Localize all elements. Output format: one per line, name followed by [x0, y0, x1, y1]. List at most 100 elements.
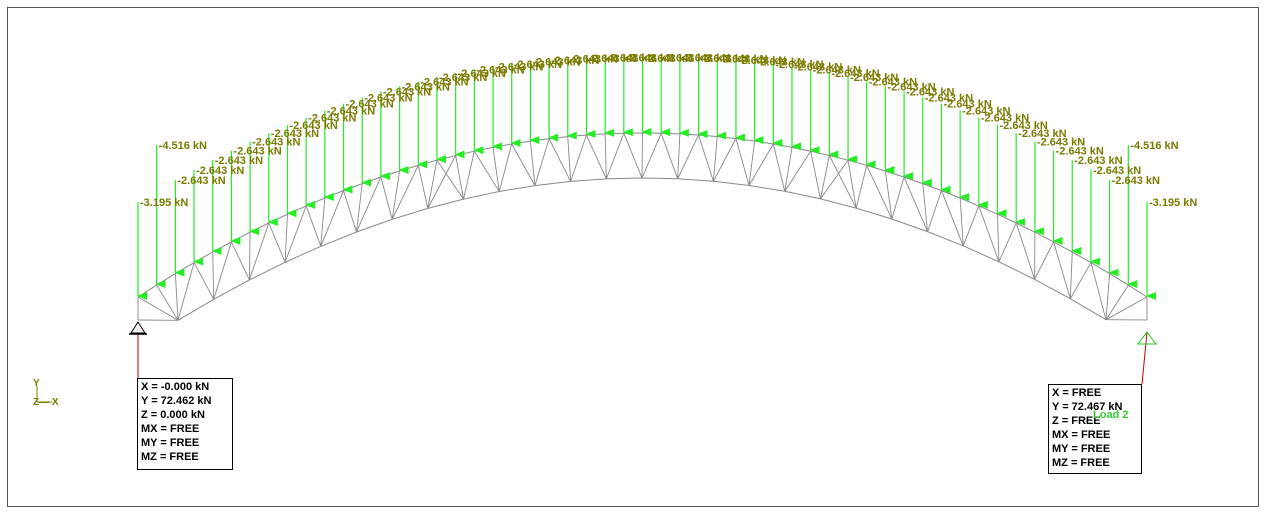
axis-triad — [36, 386, 52, 403]
load-label: -2.643 kN — [476, 65, 524, 77]
truss-diagonal — [511, 143, 536, 186]
truss-diagonal — [941, 190, 964, 247]
truss-diagonal — [320, 190, 344, 247]
truss-vertical — [320, 197, 326, 247]
truss-diagonal — [356, 176, 382, 233]
load-label: -3.195 kN — [140, 197, 188, 209]
load-label: -2.643 kN — [177, 175, 225, 187]
load-label: -2.643 kN — [1056, 146, 1104, 158]
truss-diagonal — [866, 165, 893, 220]
load-label: -2.643 kN — [981, 113, 1029, 125]
load-arrows — [137, 57, 1156, 300]
truss-diagonal — [641, 133, 662, 179]
truss-diagonal — [193, 262, 215, 300]
truss-vertical — [604, 133, 607, 179]
pin-support-left — [130, 321, 146, 334]
truss-diagonal — [828, 155, 857, 209]
reaction-box-left: X = -0.000 kN Y = 72.462 kN Z = 0.000 kN… — [137, 378, 233, 470]
reaction-right-y: Y = 72.467 kN — [1052, 401, 1123, 413]
truss-diagonal — [927, 190, 942, 232]
truss-diagonal — [712, 138, 737, 182]
load-label: -2.643 kN — [196, 165, 244, 177]
truss-vertical — [784, 147, 793, 192]
truss-vertical — [1105, 273, 1111, 320]
truss-diagonal — [978, 205, 1000, 262]
truss-diagonal — [156, 284, 179, 321]
load-label: -2.643 kN — [1074, 155, 1122, 167]
load-label: -2.643 kN — [551, 55, 599, 67]
truss-vertical — [997, 214, 1000, 262]
load-label: -2.643 kN — [626, 52, 674, 64]
load-label: -2.643 kN — [327, 105, 375, 117]
truss-diagonal — [305, 205, 322, 247]
truss-vertical — [284, 214, 288, 263]
truss-vertical — [712, 136, 718, 182]
truss-diagonal — [855, 165, 868, 209]
truss-diagonal — [380, 176, 393, 220]
reaction-right-mx: MX = FREE — [1052, 429, 1111, 441]
truss-vertical — [356, 183, 363, 233]
truss-diagonal — [343, 190, 357, 233]
end-diagonal-left — [137, 296, 179, 321]
load-label: -2.643 kN — [887, 81, 935, 93]
truss-diagonal — [586, 134, 607, 180]
truss-diagonal — [498, 143, 513, 192]
load-label: -2.643 kN — [719, 54, 767, 66]
reaction-left-my: MY = FREE — [141, 437, 200, 449]
load-label: -2.643 kN — [645, 53, 693, 65]
truss-vertical — [455, 155, 464, 200]
truss-vertical — [529, 141, 536, 186]
load-label: -2.643 kN — [570, 54, 618, 66]
reaction-right-z: Z = FREE — [1052, 415, 1101, 427]
truss-vertical — [641, 132, 643, 179]
truss-diagonal — [784, 150, 812, 192]
load-label: -2.643 kN — [252, 137, 300, 149]
load-label: -2.643 kN — [346, 99, 394, 111]
load-label: -2.643 kN — [682, 52, 730, 64]
load-label: -2.643 kN — [588, 53, 636, 65]
truss-vertical — [174, 273, 179, 321]
truss-diagonal — [231, 241, 250, 281]
truss-diagonal — [248, 222, 270, 281]
truss-vertical — [212, 251, 215, 300]
load-label: -4.516 kN — [159, 140, 207, 152]
truss-diagonal — [810, 151, 821, 199]
truss-diagonal — [820, 159, 849, 200]
load-label: -2.643 kN — [775, 59, 823, 71]
load-label: -2.643 kN — [532, 57, 580, 69]
truss-diagonal — [1015, 222, 1036, 280]
load-label: -2.643 kN — [233, 146, 281, 158]
load-label: -2.643 kN — [1000, 120, 1048, 132]
truss-vertical — [959, 197, 964, 246]
truss-vertical — [847, 160, 857, 209]
truss-diagonal — [623, 133, 643, 179]
load-label: -2.643 kN — [383, 87, 431, 99]
load-label: -2.643 kN — [1112, 175, 1160, 187]
end-diagonal-right — [1105, 296, 1148, 321]
load-label: -2.643 kN — [850, 72, 898, 84]
supports — [129, 321, 1157, 345]
load-label: -2.643 kN — [289, 120, 337, 132]
load-label: -2.643 kN — [869, 77, 917, 89]
load-label: -2.643 kN — [1018, 128, 1066, 140]
truss-diagonal — [962, 205, 980, 247]
truss-vertical — [677, 133, 681, 179]
truss-vertical — [820, 155, 830, 199]
truss-diagonal — [1090, 262, 1107, 320]
truss-vertical — [248, 232, 251, 280]
load-labels: -3.195 kN-4.516 kN-2.643 kN-2.643 kN-2.6… — [140, 52, 1197, 209]
load-label: -2.643 kN — [271, 128, 319, 140]
truss-diagonal — [1034, 241, 1054, 280]
truss-vertical — [884, 170, 893, 220]
truss-diagonal — [698, 134, 714, 182]
load-label: -2.643 kN — [831, 68, 879, 80]
load-label: -2.643 kN — [663, 52, 711, 64]
load-label: -2.643 kN — [1093, 165, 1141, 177]
load-label: -2.643 kN — [402, 81, 450, 93]
truss-diagonal — [998, 222, 1017, 262]
reaction-left-y: Y = 72.462 kN — [141, 395, 212, 407]
truss-vertical — [922, 183, 928, 232]
load-label: -2.643 kN — [308, 113, 356, 125]
truss-diagonal — [177, 262, 195, 321]
reaction-leaders — [137, 322, 1148, 385]
